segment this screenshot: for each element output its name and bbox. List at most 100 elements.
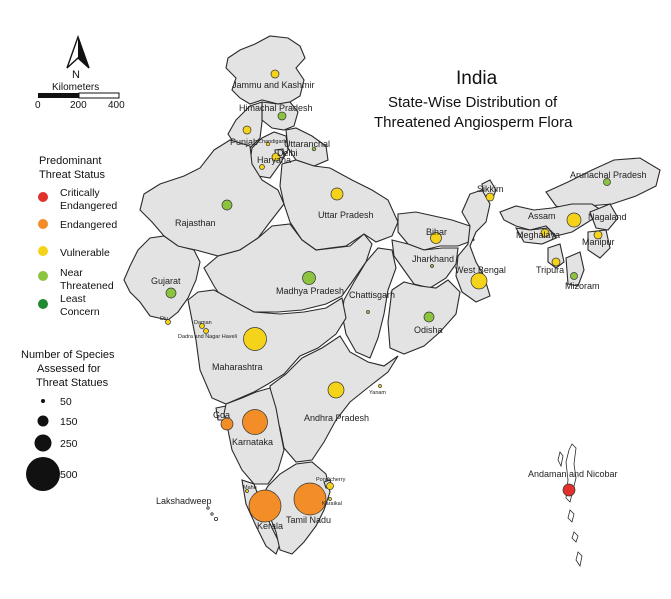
state-uttar-pradesh [279,159,399,251]
circle-delhi [271,152,281,162]
circle-nagaland [566,212,582,228]
legend-endangered: Endangered [60,219,117,231]
label-bihar: Bihar [426,227,447,237]
label-uttaranchal: Uttaranchal [284,139,330,149]
island-nicobar-3 [575,551,583,568]
label-puducherry: Pondicherry [316,477,346,483]
circle-yanam [378,384,382,388]
label-daman: Daman [194,320,212,326]
state-bihar [397,211,475,251]
scale-tick-200: 200 [70,100,87,111]
label-yanam: Yanam [369,390,386,396]
legend-dot-vulnerable [38,246,48,256]
legend-vulnerable: Vulnerable [60,247,110,259]
legend-size-title-2: Assessed for [37,363,101,375]
label-west-bengal: West Bengal [455,265,506,275]
circle-andhra-pradesh [327,381,345,399]
label-himachal-pradesh: Himachal Pradesh [239,103,313,113]
label-assam: Assam [528,211,556,221]
legend-least-1: Least [60,293,86,305]
legend-dot-endangered [38,219,48,229]
circle-jammu-kashmir [270,69,280,79]
label-odisha: Odisha [414,325,443,335]
legend-size-50 [41,399,45,403]
label-delhi: Delhi [277,148,298,158]
label-karnataka: Karnataka [232,437,273,447]
legend-species-count: Number of Species Assessed for Threat St… [21,349,115,491]
circle-karaikal [328,497,332,501]
label-lakshadweep: Lakshadweep [156,496,212,506]
label-diu: Diu [160,316,168,322]
circle-gujarat [165,287,177,299]
legend-size-50-label: 50 [60,396,72,408]
state-jharkhand [391,239,459,289]
label-kerala: Kerala [257,521,283,531]
circle-west-bengal [470,272,488,290]
legend-size-150 [37,415,49,427]
circle-rajasthan [221,199,233,211]
circle-kerala [248,489,282,523]
circle-karnataka [242,409,268,435]
label-karaikal: Karaikal [322,501,342,507]
state-jammu-kashmir [225,35,306,105]
circle-sikkim [485,192,495,202]
circle-goa [220,417,234,431]
label-mizoram: Mizoram [565,281,600,291]
legend-size-title-3: Threat Statues [36,377,109,389]
map-title: India State-Wise Distribution of Threate… [374,68,573,131]
state-andhra-pradesh [269,335,399,463]
label-uttar-pradesh: Uttar Pradesh [318,210,374,220]
scale-tick-0: 0 [35,100,41,111]
island-nicobar-2 [571,531,579,543]
island-lakshadweep-1 [206,506,210,510]
legend-near-2: Threatened [60,280,114,292]
island-nicobar-1 [567,509,575,523]
legend-size-150-label: 150 [60,416,78,428]
state-maharashtra [187,289,347,405]
island-lakshadweep-3 [213,517,218,522]
state-karnataka [223,387,285,485]
subtitle-line2: Threatened Angiosperm Flora [374,114,573,131]
legend-status-title-1: Predominant [39,155,101,167]
species-circles [165,69,611,523]
label-chattisgarh: Chattisgarh [349,290,395,300]
legend-size-500-label: 500 [60,469,78,481]
scale-bar: Kilometers 0 200 400 [35,82,125,111]
scale-tick-400: 400 [108,100,125,111]
circle-chattisgarh [366,310,370,314]
label-andaman-nicobar: Andaman and Nicobar [528,469,618,479]
circle-tamil-nadu [293,482,327,516]
state-punjab [227,101,263,149]
label-meghalaya: Meghalaya [516,230,560,240]
circle-mahe [245,489,249,493]
circle-uttaranchal [311,146,317,152]
legend-size-500 [26,457,60,491]
circle-haryana [259,164,265,170]
circle-uttar-pradesh [330,187,344,201]
circle-madhya-pradesh [302,271,316,285]
legend-least-2: Concern [60,306,100,318]
legend-dot-least-concern [38,299,48,309]
label-tripura: Tripura [536,265,564,275]
label-tamil-nadu: Tamil Nadu [286,515,331,525]
circle-puducherry [326,482,334,490]
legend-threat-status: Predominant Threat Status Critically End… [38,155,117,318]
circle-manipur [593,230,603,240]
circle-odisha [423,311,435,323]
label-madhya-pradesh: Madhya Pradesh [276,286,344,296]
legend-size-250 [34,434,52,452]
circle-andaman-nicobar [562,483,576,497]
state-uttaranchal [285,127,329,167]
label-jammu-kashmir: Jammu and Kashmir [232,80,315,90]
label-sikkim: Sikkim [477,184,504,194]
subtitle-line1: State-Wise Distribution of [388,94,558,111]
legend-dot-near-threatened [38,271,48,281]
circle-meghalaya [540,228,550,238]
label-punjab: Punjab [230,137,258,147]
circle-bihar [430,232,442,244]
circle-punjab [242,125,252,135]
circle-jharkhand [430,264,434,268]
island-andaman-2 [557,451,564,468]
state-arunachal-pradesh [545,157,661,211]
